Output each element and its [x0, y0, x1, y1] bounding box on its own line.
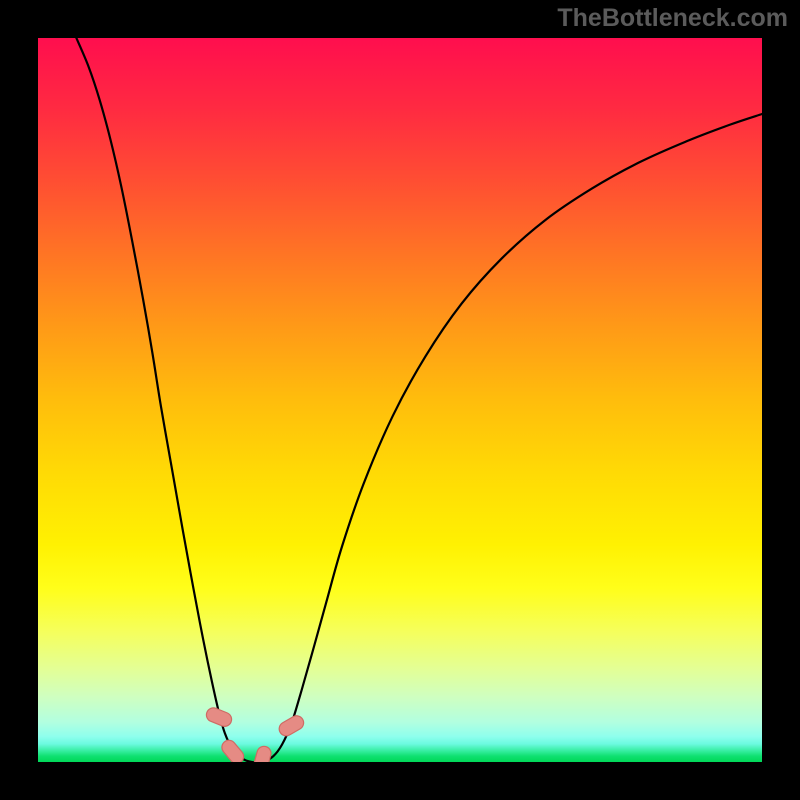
chart-container: TheBottleneck.com: [0, 0, 800, 800]
plot-area: [38, 38, 762, 762]
watermark-label: TheBottleneck.com: [557, 4, 788, 33]
chart-svg: [38, 38, 762, 762]
